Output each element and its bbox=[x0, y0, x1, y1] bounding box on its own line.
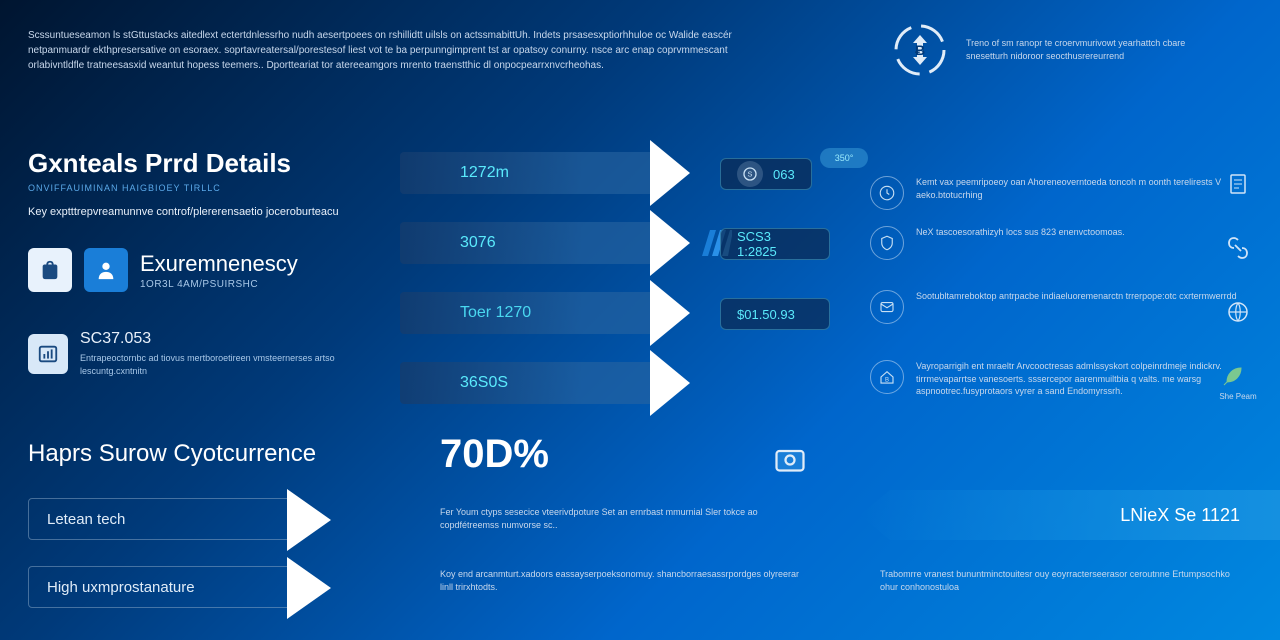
strip-label: She Peam bbox=[1219, 392, 1256, 401]
chip-label: 063 bbox=[773, 167, 795, 182]
right-feature-1: Kemt vax peemripoeoy oan Ahoreneoverntoe… bbox=[870, 176, 1250, 210]
metric-value: 36S0S bbox=[460, 374, 508, 392]
metric-value: 3076 bbox=[460, 234, 496, 252]
svg-text:Ƀ: Ƀ bbox=[915, 42, 925, 58]
card-icon bbox=[770, 440, 810, 480]
brand-block: Ƀ Treno of sm ranopr te croervmurivowt y… bbox=[890, 20, 1250, 80]
metric-value: 1272m bbox=[460, 164, 509, 182]
right-feature-3: Sootubltamreboktop antrpacbe indiaeluore… bbox=[870, 290, 1250, 324]
chip-2: SCS3 1:2825 bbox=[720, 228, 830, 260]
bottom-right-text: Trabomrre vranest bununtminctouitesr ouy… bbox=[880, 568, 1240, 593]
svg-text:B: B bbox=[885, 378, 889, 384]
doc-icon bbox=[1224, 170, 1252, 198]
feature-code-value: SC37.053 bbox=[80, 330, 340, 348]
bag-icon bbox=[28, 248, 72, 292]
chart-icon bbox=[28, 334, 68, 374]
link-icon bbox=[1224, 234, 1252, 262]
feature-code-desc: Entrapeoctornbc ad tiovus mertboroetiree… bbox=[80, 352, 340, 377]
shield-icon bbox=[870, 226, 904, 260]
pillbar-1: Letean tech bbox=[28, 498, 296, 540]
leaf-icon bbox=[1219, 362, 1247, 390]
svg-text:S: S bbox=[748, 170, 753, 179]
clock-icon bbox=[870, 176, 904, 210]
globe-icon bbox=[1224, 298, 1252, 326]
right-feature-text: NeX tascoesorathizyh locs sus 823 enenvc… bbox=[916, 226, 1125, 239]
pillbar-2: High uxmprostanature bbox=[28, 566, 296, 608]
brand-caption: Treno of sm ranopr te croervmurivowt yea… bbox=[966, 37, 1226, 62]
metric-bar-1: 1272m bbox=[400, 152, 660, 194]
pillbar-label: High uxmprostanature bbox=[47, 579, 195, 596]
right-feature-2: NeX tascoesorathizyh locs sus 823 enenvc… bbox=[870, 226, 1250, 260]
feature-sublabel: 1OR3L 4AM/PSUIRSHC bbox=[140, 279, 298, 290]
section-title: Gxnteals Prrd Details ONVIFFAUIMINAN HAI… bbox=[28, 148, 291, 193]
chip-3: $01.50.93 bbox=[720, 298, 830, 330]
right-icon-strip: She Peam bbox=[1218, 170, 1258, 401]
section-description: Key exptttrepvreamunnve controf/plereren… bbox=[28, 206, 339, 218]
right-feature-text: Vayroparrigih ent mraeltr Arvcooctresas … bbox=[916, 360, 1250, 398]
pill-badge: 350° bbox=[820, 148, 868, 168]
metric-bar-4: 36S0S bbox=[400, 362, 660, 404]
right-feature-4: B Vayroparrigih ent mraeltr Arvcooctresa… bbox=[870, 360, 1250, 398]
metric-bar-3: Toer 1270 bbox=[400, 292, 660, 334]
metric-bar-2: 3076 bbox=[400, 222, 660, 264]
person-icon bbox=[84, 248, 128, 292]
pillbar-label: Letean tech bbox=[47, 511, 125, 528]
big-percent: 70D% bbox=[440, 432, 549, 477]
right-feature-text: Kemt vax peemripoeoy oan Ahoreneoverntoe… bbox=[916, 176, 1250, 201]
house-icon: B bbox=[870, 360, 904, 394]
chip-label: $01.50.93 bbox=[737, 307, 795, 322]
bottom-mid-text-2: Koy end arcanmturt.xadoors eassayserpoek… bbox=[440, 568, 810, 593]
intro-paragraph: Scssuntueseamon ls stGttustacks aitedlex… bbox=[28, 28, 748, 73]
metric-value: Toer 1270 bbox=[460, 304, 531, 322]
feature-excremenescy: Exuremnenescy 1OR3L 4AM/PSUIRSHC bbox=[28, 248, 298, 292]
coin-icon: S bbox=[737, 161, 763, 187]
bottom-mid-text-1: Fer Youm ctyps sesecice vteerivdpoture S… bbox=[440, 506, 810, 531]
chip-label: SCS3 1:2825 bbox=[737, 229, 813, 259]
chip-1: S 063 bbox=[720, 158, 812, 190]
right-feature-text: Sootubltamreboktop antrpacbe indiaeluore… bbox=[916, 290, 1237, 303]
bottom-right-bar-label: LNieX Se 1121 bbox=[1120, 505, 1240, 526]
brand-logo-icon: Ƀ bbox=[890, 20, 950, 80]
feature-code: SC37.053 Entrapeoctornbc ad tiovus mertb… bbox=[28, 330, 340, 377]
section-subheading: ONVIFFAUIMINAN HAIGBIOEY TIRLLC bbox=[28, 183, 291, 193]
section-heading: Gxnteals Prrd Details bbox=[28, 148, 291, 179]
mail-icon bbox=[870, 290, 904, 324]
bottom-right-bar: LNieX Se 1121 bbox=[860, 490, 1280, 540]
feature-label: Exuremnenescy bbox=[140, 251, 298, 277]
section2-title: Haprs Surow Cyotcurrence bbox=[28, 440, 316, 468]
